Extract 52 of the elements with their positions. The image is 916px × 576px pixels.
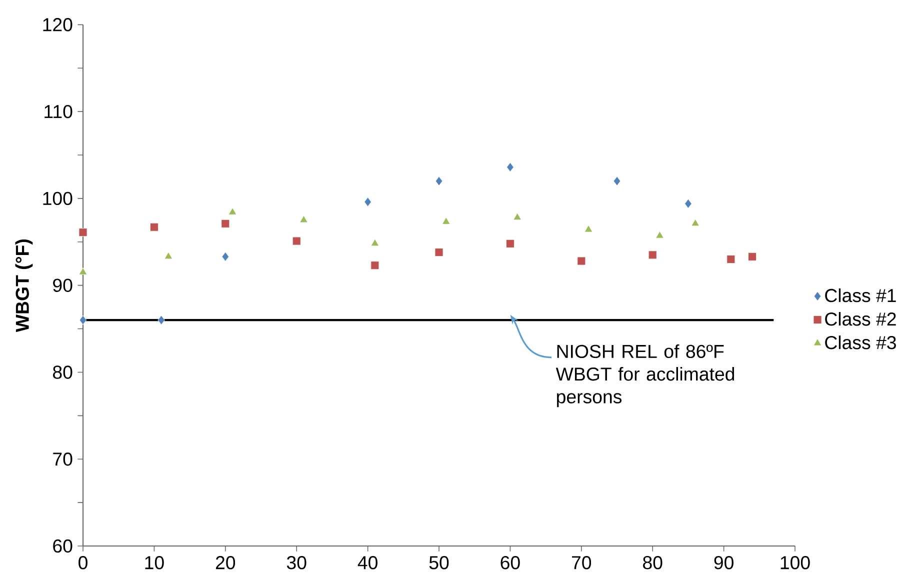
- x-tick-label: 80: [643, 556, 662, 570]
- point: [158, 315, 165, 325]
- point: [222, 252, 230, 262]
- point: [506, 162, 514, 172]
- point: [506, 239, 514, 248]
- point: [691, 218, 700, 226]
- point: [435, 176, 443, 186]
- point: [370, 238, 380, 246]
- point: [748, 252, 756, 261]
- y-tick-label: 90: [53, 278, 72, 292]
- legend-label: Class #3: [825, 336, 896, 350]
- point: [684, 198, 692, 208]
- point: [78, 228, 88, 237]
- x-tick-label: 10: [145, 556, 164, 570]
- x-tick-label: 50: [429, 556, 449, 570]
- x-tick-label: 0: [78, 556, 88, 570]
- x-tick-label: 30: [286, 556, 306, 570]
- point: [584, 224, 593, 232]
- point: [656, 231, 664, 238]
- annotation: NIOSH REL of 86ºF WBGT for acclimated persons: [556, 344, 734, 408]
- y-tick-label: 110: [44, 104, 72, 118]
- legend-label: Class #1: [825, 288, 896, 302]
- x-tick-label: 40: [358, 556, 378, 570]
- point: [370, 261, 380, 270]
- point: [613, 176, 621, 186]
- point: [442, 217, 450, 224]
- y-tick-label: 70: [53, 452, 72, 466]
- point: [577, 256, 586, 266]
- point: [221, 219, 230, 228]
- point: [150, 222, 158, 232]
- point: [79, 315, 87, 325]
- y-tick-label: 80: [53, 366, 72, 379]
- point: [364, 197, 372, 207]
- point: [513, 212, 522, 220]
- point: [228, 208, 237, 215]
- point: [292, 236, 301, 246]
- x-tick-label: 90: [714, 556, 734, 570]
- point: [434, 248, 444, 257]
- point: [164, 252, 173, 260]
- point: [300, 215, 308, 223]
- y-tick-label: 60: [53, 539, 72, 553]
- x-tick-label: 100: [780, 556, 810, 570]
- x-tick-label: 70: [572, 556, 592, 570]
- x-tick-label: 60: [500, 556, 520, 570]
- point: [726, 255, 736, 264]
- legend-label: Class #2: [825, 312, 896, 326]
- point: [78, 268, 88, 275]
- x-tick-label: 20: [216, 556, 236, 570]
- y-tick-label: 100: [43, 192, 72, 206]
- y-axis-title: WBGT (°F): [15, 240, 33, 332]
- y-tick-label: 120: [43, 18, 72, 32]
- point: [648, 250, 657, 260]
